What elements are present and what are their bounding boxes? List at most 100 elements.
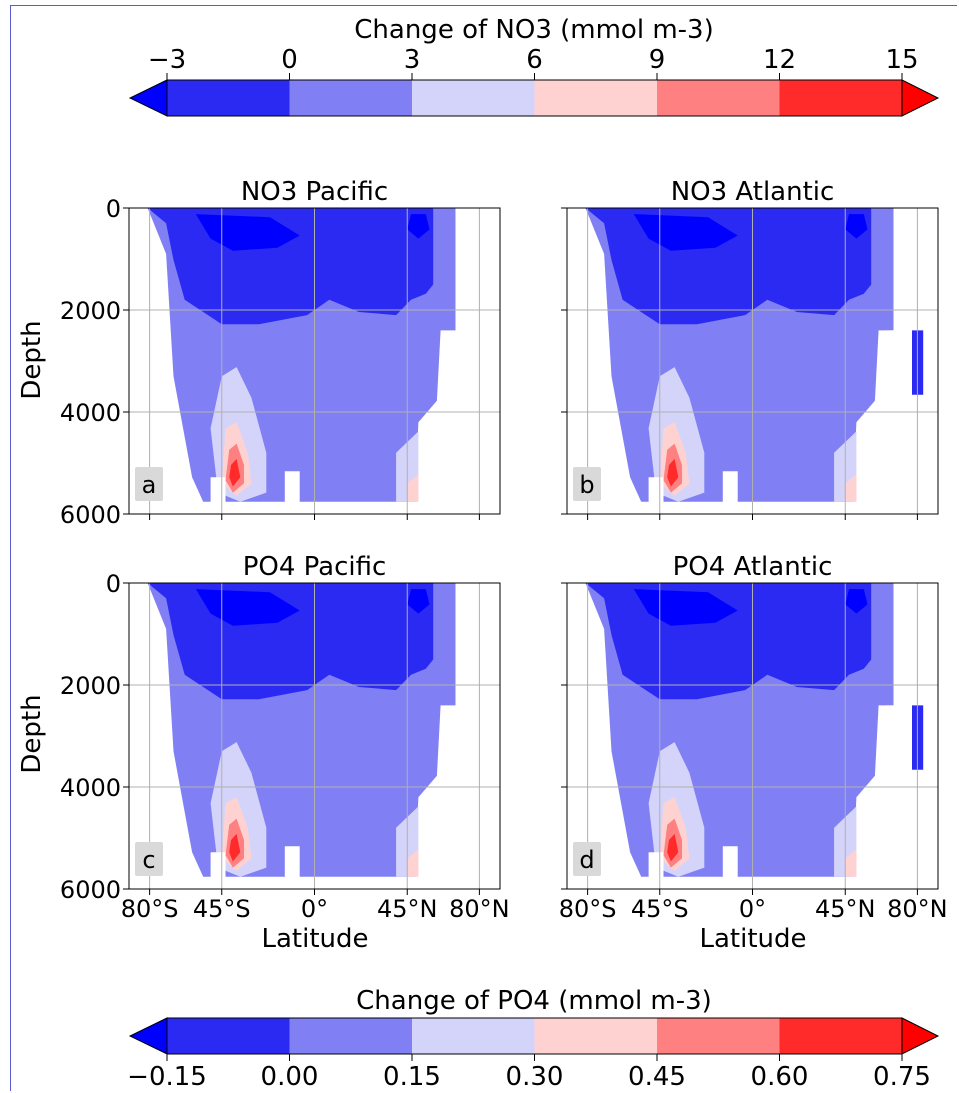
colorbar-po4-tick-label: 0.15 <box>383 1062 441 1092</box>
x-tick-label: 45°S <box>193 895 251 923</box>
contour-island <box>845 589 868 614</box>
seafloor-mask <box>886 330 912 392</box>
colorbar-no3-swatch <box>779 80 903 116</box>
colorbar-po4-swatch <box>167 1018 290 1054</box>
contour-level6 <box>229 458 241 487</box>
panel-border <box>128 207 501 515</box>
colorbar-po4-swatch <box>412 1018 535 1054</box>
y-tick-label: 4000 <box>60 774 121 802</box>
panel-no3-pacific: NO3 Pacific 0 2000 4000 6000 a <box>60 177 501 529</box>
y-tick-label: 2000 <box>60 672 121 700</box>
seafloor-mask <box>886 705 912 767</box>
y-tick-label: 2000 <box>60 297 121 325</box>
y-tick-label: 4000 <box>60 399 121 427</box>
panel-label: c <box>142 846 155 874</box>
xlabel-right: Latitude <box>699 924 806 954</box>
figure-frame <box>10 5 957 1091</box>
colorbar-po4-swatch <box>657 1018 780 1054</box>
seafloor-mask <box>210 852 226 880</box>
panel-po4-pacific: PO4 Pacific 80°S 45°S 0° 45°N 80°N 0 2000 4000 60… <box>60 552 510 923</box>
panel-po4-atlantic: PO4 Atlantic 80°S 45°S 0° 45°N 80°N d <box>559 552 948 923</box>
colorbar-po4-tick-label: 0.45 <box>628 1062 686 1092</box>
colorbar-no3-swatch <box>289 80 413 116</box>
contour-northPink <box>407 474 419 502</box>
panel-label-box <box>135 842 163 876</box>
seafloor-mask <box>722 471 738 505</box>
panel-title: PO4 Pacific <box>243 552 387 582</box>
colorbar-po4-title: Change of PO4 (mmol m-3) <box>356 986 712 1016</box>
colorbar-po4-swatch <box>779 1018 903 1054</box>
panel-border <box>566 207 939 515</box>
colorbar-no3-tick-label: 3 <box>404 45 421 75</box>
colorbar-no3-tick-label: 6 <box>526 45 543 75</box>
colorbar-po4-tick-label: 0.60 <box>751 1062 809 1092</box>
x-tick-label: 45°N <box>377 895 438 923</box>
colorbar-no3-ticks: −3 0 3 6 9 12 15 <box>148 45 919 80</box>
colorbar-po4-extend-high <box>901 1017 940 1055</box>
panel-label: b <box>579 471 594 499</box>
contour-island <box>407 589 430 614</box>
x-tick-label: 0° <box>739 895 766 923</box>
x-tick-label: 45°S <box>631 895 689 923</box>
panel-label: a <box>142 471 157 499</box>
seafloor-mask <box>648 852 664 880</box>
contour-island <box>407 214 430 239</box>
y-tick-label: 6000 <box>60 876 121 904</box>
x-tick-label: 45°N <box>815 895 876 923</box>
colorbar-po4-tick-label: −0.15 <box>127 1062 207 1092</box>
ylabel-top: Depth <box>17 320 47 399</box>
colorbar-po4-swatch <box>289 1018 413 1054</box>
colorbar-no3-swatch <box>534 80 658 116</box>
seafloor-mask <box>210 477 226 505</box>
colorbar-no3-swatch <box>167 80 290 116</box>
panel-border <box>128 582 501 890</box>
colorbar-no3: Change of NO3 (mmol m-3) −3 0 3 6 9 12 15 <box>128 15 940 117</box>
panel-label-box <box>135 467 163 501</box>
colorbar-po4-swatches <box>128 1017 940 1055</box>
colorbar-no3-tick-label: 15 <box>885 45 918 75</box>
colorbar-no3-swatch <box>412 80 535 116</box>
seafloor-mask <box>284 471 300 505</box>
colorbar-no3-tick-label: −3 <box>148 45 186 75</box>
ylabel-bottom: Depth <box>17 694 47 773</box>
colorbar-no3-swatch <box>657 80 780 116</box>
colorbar-no3-tick-label: 0 <box>281 45 298 75</box>
contour-island <box>845 214 868 239</box>
colorbar-po4: Change of PO4 (mmol m-3) −0.15 0.00 0.15 0.… <box>127 986 940 1092</box>
panel-title: NO3 Atlantic <box>671 177 835 207</box>
colorbar-po4-extend-low <box>128 1017 168 1055</box>
colorbar-no3-tick-label: 12 <box>763 45 796 75</box>
panel-title: NO3 Pacific <box>241 177 388 207</box>
colorbar-no3-swatches <box>128 79 940 117</box>
contour-level6 <box>229 833 241 862</box>
panel-border <box>566 582 939 890</box>
colorbar-no3-tick-label: 9 <box>649 45 666 75</box>
colorbar-po4-tick-label: 0.75 <box>873 1062 931 1092</box>
x-tick-label: 80°S <box>121 895 179 923</box>
panel-label: d <box>579 846 594 874</box>
colorbar-po4-swatch <box>534 1018 658 1054</box>
seafloor-mask <box>648 477 664 505</box>
colorbar-po4-tick-label: 0.30 <box>506 1062 564 1092</box>
colorbar-no3-extend-high <box>901 79 940 117</box>
panel-label-box <box>573 842 601 876</box>
colorbar-po4-ticks: −0.15 0.00 0.15 0.30 0.45 0.60 0.75 <box>127 1054 931 1092</box>
contour-northPink <box>407 849 419 877</box>
x-tick-label: 0° <box>301 895 328 923</box>
y-tick-label: 6000 <box>60 501 121 529</box>
y-tick-label: 0 <box>106 195 121 223</box>
panel-no3-atlantic: NO3 Atlantic b <box>561 177 939 520</box>
contour-level6 <box>667 833 679 862</box>
contour-northPink <box>845 474 857 502</box>
colorbar-no3-extend-low <box>128 79 168 117</box>
x-tick-label: 80°N <box>887 895 948 923</box>
seafloor-mask <box>284 846 300 880</box>
contour-level6 <box>667 458 679 487</box>
panel-title: PO4 Atlantic <box>673 552 833 582</box>
y-tick-label: 0 <box>106 570 121 598</box>
colorbar-po4-tick-label: 0.00 <box>261 1062 319 1092</box>
seafloor-mask <box>722 846 738 880</box>
panel-label-box <box>573 467 601 501</box>
